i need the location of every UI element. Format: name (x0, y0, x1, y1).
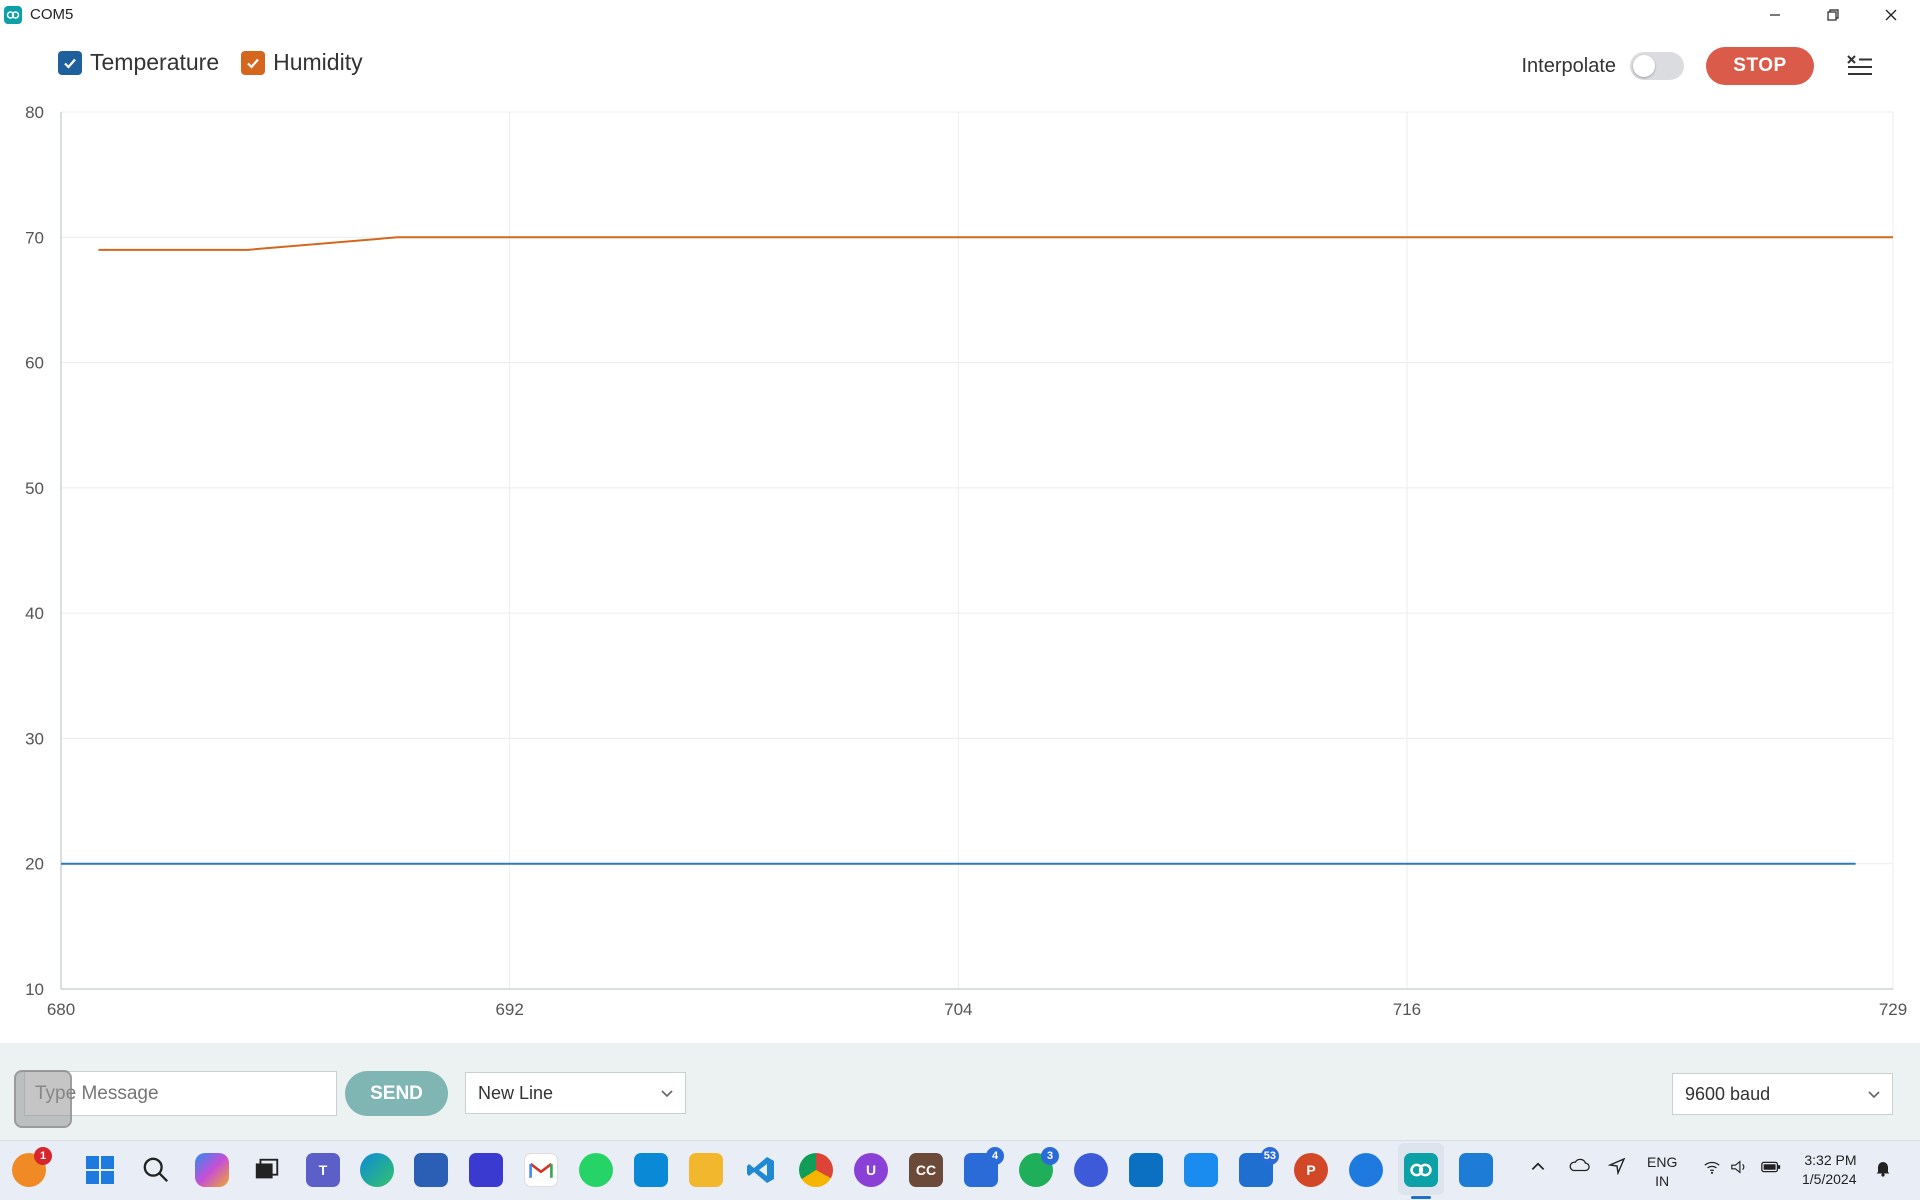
task-view-icon[interactable] (250, 1153, 284, 1187)
outlook-new-icon[interactable] (1129, 1153, 1163, 1187)
send-button[interactable]: SEND (345, 1071, 448, 1116)
whatsapp-beta-icon[interactable]: 3 (1019, 1147, 1059, 1187)
notification-badge: 1 (34, 1147, 52, 1165)
window-title: COM5 (30, 6, 74, 23)
legend-item-humidity[interactable]: Humidity (241, 49, 363, 76)
wifi-icon[interactable] (1703, 1159, 1721, 1178)
clock-time: 3:32 PM (1804, 1152, 1857, 1168)
interpolate-label: Interpolate (1521, 54, 1616, 77)
y-tick-label: 40 (25, 604, 44, 623)
todo-badge: 4 (986, 1147, 1004, 1165)
windows-start-icon[interactable] (83, 1153, 117, 1187)
y-tick-label: 30 (25, 729, 44, 748)
gmail-icon[interactable] (524, 1153, 558, 1187)
y-tick-label: 10 (25, 980, 44, 999)
temperature-checkbox[interactable] (58, 50, 82, 75)
speedtest-icon[interactable] (1349, 1153, 1383, 1187)
link-app-icon[interactable] (1184, 1153, 1218, 1187)
onedrive-cloud-icon[interactable] (1568, 1157, 1590, 1176)
edge-icon[interactable] (360, 1153, 394, 1187)
clock[interactable]: 3:32 PM 1/5/2024 (1802, 1151, 1857, 1189)
outlook-icon[interactable]: 53 (1239, 1147, 1279, 1187)
cc-app-icon[interactable]: CC (909, 1153, 943, 1187)
y-tick-label: 50 (25, 479, 44, 498)
copilot-icon[interactable] (195, 1153, 229, 1187)
series-line-humidity (98, 236, 1893, 251)
serial-plot-chart: 10 20 30 40 50 60 70 80 680 692 704 716 729 (0, 101, 1920, 1043)
show-hidden-icons-chevron-icon[interactable] (1529, 1157, 1547, 1178)
y-tick-label: 60 (25, 354, 44, 373)
recorder-icon[interactable] (1074, 1153, 1108, 1187)
y-tick-label: 80 (25, 103, 44, 122)
chrome-icon[interactable] (799, 1153, 833, 1187)
message-bar: SEND New Line 9600 baud (0, 1043, 1920, 1140)
u-app-icon[interactable]: U (854, 1153, 888, 1187)
x-tick-label: 692 (495, 1000, 523, 1019)
humidity-checkbox[interactable] (241, 50, 266, 75)
x-tick-label: 704 (944, 1000, 972, 1019)
legend-label: Temperature (90, 49, 220, 75)
chevron-down-icon (1868, 1091, 1880, 1099)
search-icon[interactable] (139, 1153, 173, 1187)
notification-bell-icon[interactable] (1874, 1159, 1892, 1180)
arduino-app-icon (4, 5, 22, 24)
whatsapp-icon[interactable] (579, 1153, 613, 1187)
minimize-button[interactable] (1746, 0, 1804, 29)
cortana-icon[interactable] (634, 1153, 668, 1187)
x-tick-label: 729 (1879, 1000, 1907, 1019)
todo-icon[interactable]: 4 (964, 1147, 1004, 1187)
battery-icon[interactable] (1760, 1159, 1782, 1178)
volume-icon[interactable] (1730, 1159, 1748, 1178)
taskbar: 1 T U CC 4 3 53 P (0, 1140, 1920, 1200)
mail-badge: 53 (1260, 1147, 1279, 1165)
y-tick-label: 20 (25, 855, 44, 874)
x-tick-label: 716 (1393, 1000, 1421, 1019)
message-input[interactable] (24, 1071, 337, 1116)
chevron-down-icon (661, 1090, 673, 1098)
language-line2: IN (1655, 1173, 1670, 1189)
language-line1: ENG (1647, 1154, 1678, 1170)
line-ending-select[interactable]: New Line (465, 1072, 686, 1114)
photos-icon[interactable] (1459, 1153, 1493, 1187)
legend-label: Humidity (273, 49, 363, 75)
line-ending-value: New Line (478, 1082, 554, 1103)
language-indicator[interactable]: ENG IN (1647, 1153, 1677, 1191)
floating-widget-tile[interactable] (14, 1070, 72, 1128)
store-icon[interactable] (414, 1153, 448, 1187)
teams-icon[interactable]: T (306, 1153, 340, 1187)
arduino-ide-icon[interactable] (1404, 1153, 1438, 1187)
file-explorer-icon[interactable] (689, 1153, 723, 1187)
pen-app-icon[interactable] (469, 1153, 503, 1187)
baud-rate-value: 9600 baud (1685, 1083, 1771, 1104)
clock-date: 1/5/2024 (1802, 1171, 1857, 1187)
vscode-icon[interactable] (744, 1153, 778, 1187)
y-tick-label: 70 (25, 228, 44, 247)
toggle-knob (1633, 55, 1655, 77)
powerpoint-icon[interactable]: P (1294, 1153, 1328, 1187)
clear-menu-icon[interactable] (1846, 52, 1874, 80)
location-icon[interactable] (1607, 1157, 1626, 1178)
x-tick-label: 680 (47, 1000, 75, 1019)
restore-button[interactable] (1804, 0, 1862, 29)
interpolate-toggle[interactable] (1630, 52, 1684, 80)
plotter-header: Temperature Humidity Interpolate STOP (0, 29, 1920, 101)
legend-item-temperature[interactable]: Temperature (58, 49, 219, 76)
whatsapp-badge: 3 (1041, 1147, 1059, 1165)
notification-app-icon[interactable]: 1 (12, 1147, 52, 1187)
title-bar: COM5 (0, 0, 1920, 29)
baud-rate-select[interactable]: 9600 baud (1672, 1073, 1893, 1115)
stop-button[interactable]: STOP (1706, 47, 1814, 85)
close-button[interactable] (1862, 0, 1920, 29)
legend: Temperature Humidity (58, 49, 363, 76)
active-indicator (1411, 1196, 1431, 1199)
